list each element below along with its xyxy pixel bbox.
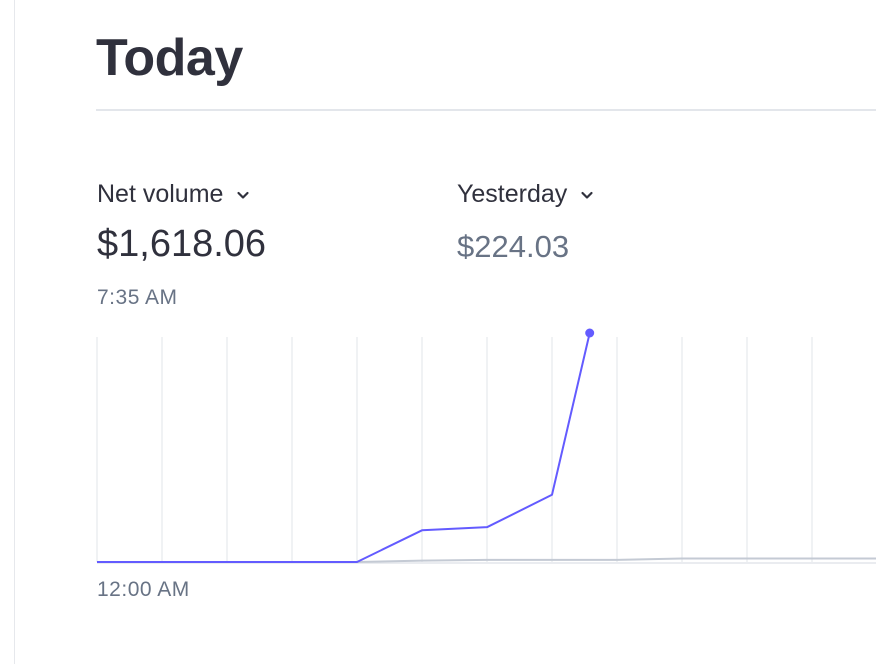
today-current-point xyxy=(585,328,595,338)
chevron-down-icon xyxy=(581,191,593,199)
net-volume-value: $1,618.06 xyxy=(97,223,267,265)
today-series-line xyxy=(97,332,591,563)
net-volume-label: Net volume xyxy=(97,180,224,208)
page-title: Today xyxy=(96,29,243,87)
comparison-period-select[interactable]: Yesterday xyxy=(457,180,595,209)
net-volume-select[interactable]: Net volume xyxy=(97,180,266,209)
chevron-down-icon xyxy=(237,191,250,199)
left-border xyxy=(14,0,15,664)
net-volume-metric: Net volume $1,618.06 xyxy=(97,180,266,266)
net-volume-timestamp: 7:35 AM xyxy=(97,286,178,309)
comparison-value: $224.03 xyxy=(457,229,570,264)
comparison-metric: Yesterday $224.03 xyxy=(457,180,595,265)
comparison-label: Yesterday xyxy=(457,180,568,208)
title-divider xyxy=(96,109,876,111)
x-axis-start-label: 12:00 AM xyxy=(97,578,190,601)
